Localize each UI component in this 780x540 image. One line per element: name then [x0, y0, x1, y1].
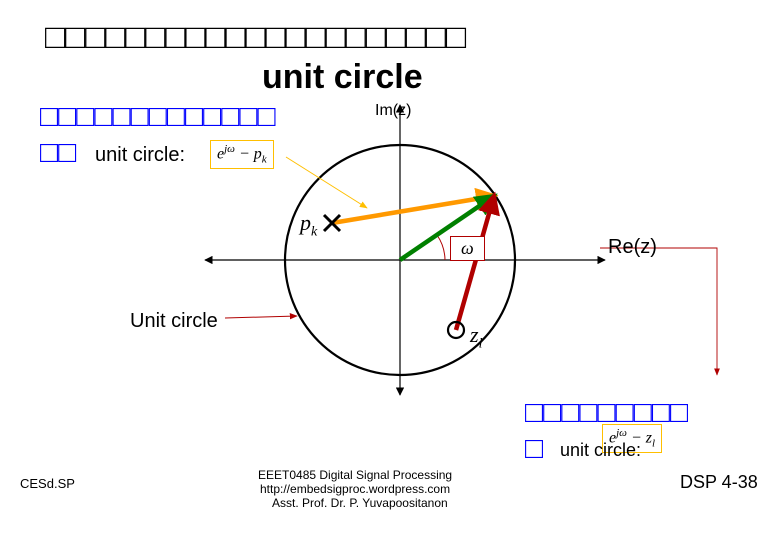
title-line2: unit circle	[262, 58, 423, 97]
sub-placeholder-row1b: □□	[40, 136, 76, 170]
im-label: Im(z)	[375, 102, 411, 120]
formula-e-minus-pk: ejω − pk	[210, 140, 274, 169]
br-label: unit circle:	[560, 440, 641, 461]
formula-z-sub: l	[652, 438, 655, 450]
zl-main: z	[470, 322, 479, 347]
zl-sub: l	[479, 336, 483, 351]
formula-p-sub: k	[262, 154, 267, 166]
footer-right: DSP 4-38	[680, 472, 758, 493]
zl-label: zl	[470, 322, 482, 352]
omega-arc	[437, 235, 445, 260]
unit-circle-label: Unit circle	[130, 310, 218, 333]
formula-p-pointer	[286, 157, 367, 208]
pk-main: p	[300, 210, 311, 235]
pk-label: pk	[300, 210, 317, 240]
re-label: Re(z)	[608, 236, 657, 259]
vector-pole-to-omega	[332, 196, 494, 223]
re-callout	[600, 248, 717, 375]
formula-omega-text: ω	[461, 238, 474, 258]
footer-left: CESd.SP	[20, 476, 75, 491]
pk-sub: k	[311, 224, 317, 239]
title-line1: □□□□□□□□□□□□□□□□□□□□□	[45, 18, 466, 57]
formula-omega: ω	[450, 236, 485, 261]
unit-circle-pointer	[225, 316, 297, 318]
formula-p-exp: jω	[224, 143, 235, 155]
footer-mid2: http://embedsigproc.wordpress.com	[260, 482, 450, 496]
footer-mid1: EEET0485 Digital Signal Processing	[258, 468, 452, 482]
footer-mid3: Asst. Prof. Dr. P. Yuvapoositanon	[272, 496, 448, 510]
br-placeholder-row2: □	[525, 432, 543, 466]
sub-label-a: unit circle:	[95, 144, 185, 167]
br-placeholder-row1: □□□□□□□□□	[525, 396, 688, 430]
formula-p-minus: − p	[235, 145, 262, 162]
sub-placeholder-row1: □□□□□□□□□□□□□	[40, 100, 276, 134]
